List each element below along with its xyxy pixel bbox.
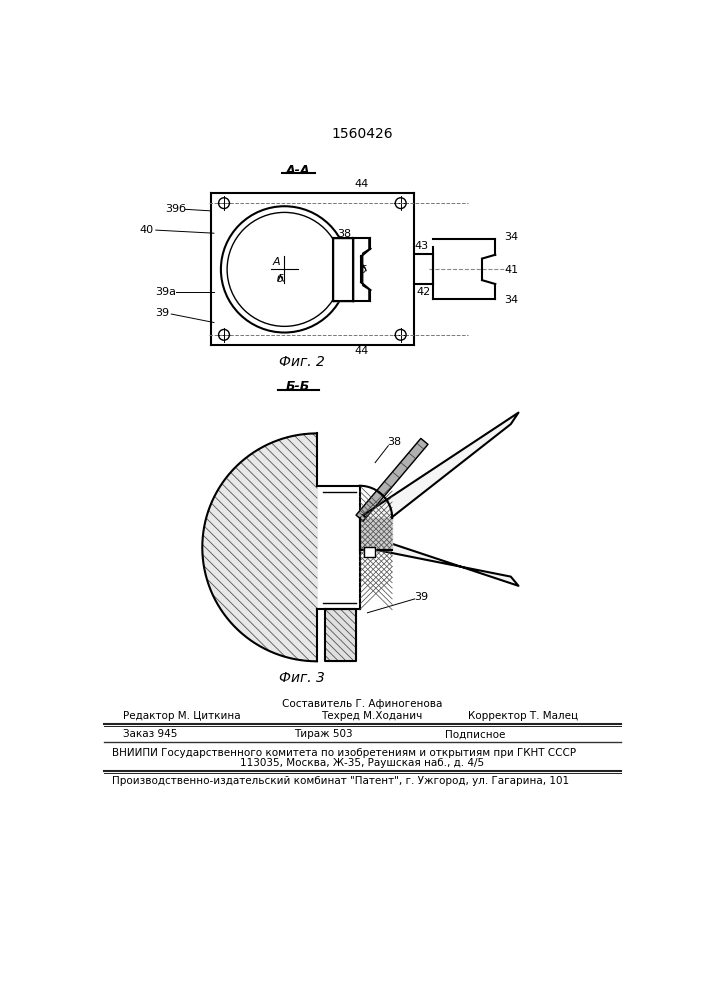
Text: 42: 42 [417, 287, 431, 297]
Text: 38: 38 [387, 437, 402, 447]
Text: б: б [360, 265, 367, 275]
Text: 44: 44 [354, 346, 368, 356]
Text: Б-Б: Б-Б [286, 380, 310, 393]
Polygon shape [356, 438, 428, 521]
Text: 40: 40 [139, 225, 153, 235]
Text: Фиг. 2: Фиг. 2 [279, 355, 325, 369]
Text: 34: 34 [505, 295, 519, 305]
Text: Заказ 945: Заказ 945 [123, 729, 177, 739]
Text: 1560426: 1560426 [331, 127, 393, 141]
Text: 39а: 39а [156, 287, 176, 297]
Polygon shape [363, 547, 375, 557]
Text: 38: 38 [337, 229, 351, 239]
Text: А: А [273, 257, 281, 267]
Polygon shape [332, 238, 369, 301]
Text: б: б [277, 274, 284, 284]
Text: Подписное: Подписное [445, 729, 506, 739]
Text: 113035, Москва, Ж-35, Раушская наб., д. 4/5: 113035, Москва, Ж-35, Раушская наб., д. … [240, 758, 484, 768]
Text: Редактор М. Циткина: Редактор М. Циткина [123, 711, 241, 721]
Polygon shape [332, 238, 354, 301]
Text: 41: 41 [505, 265, 519, 275]
Polygon shape [354, 238, 369, 301]
Text: Техред М.Ходанич: Техред М.Ходанич [321, 711, 422, 721]
Polygon shape [202, 433, 317, 661]
Text: 39: 39 [414, 592, 428, 602]
Text: Фиг. 3: Фиг. 3 [279, 671, 325, 685]
Polygon shape [363, 534, 518, 586]
Polygon shape [363, 413, 518, 530]
Text: Корректор Т. Малец: Корректор Т. Малец [468, 711, 578, 721]
Text: 39б: 39б [165, 204, 187, 214]
Text: ВНИИПИ Государственного комитета по изобретениям и открытиям при ГКНТ СССР: ВНИИПИ Государственного комитета по изоб… [112, 748, 575, 758]
Text: 43: 43 [414, 241, 428, 251]
Text: Производственно-издательский комбинат "Патент", г. Ужгород, ул. Гагарина, 101: Производственно-издательский комбинат "П… [112, 776, 568, 786]
Text: Составитель Г. Афиногенова: Составитель Г. Афиногенова [282, 699, 442, 709]
Polygon shape [360, 518, 392, 550]
Polygon shape [325, 609, 356, 661]
Text: 39: 39 [155, 308, 169, 318]
Text: 34: 34 [505, 232, 519, 242]
Text: 44: 44 [354, 179, 368, 189]
Text: Тираж 503: Тираж 503 [293, 729, 352, 739]
Text: А-А: А-А [286, 164, 310, 177]
